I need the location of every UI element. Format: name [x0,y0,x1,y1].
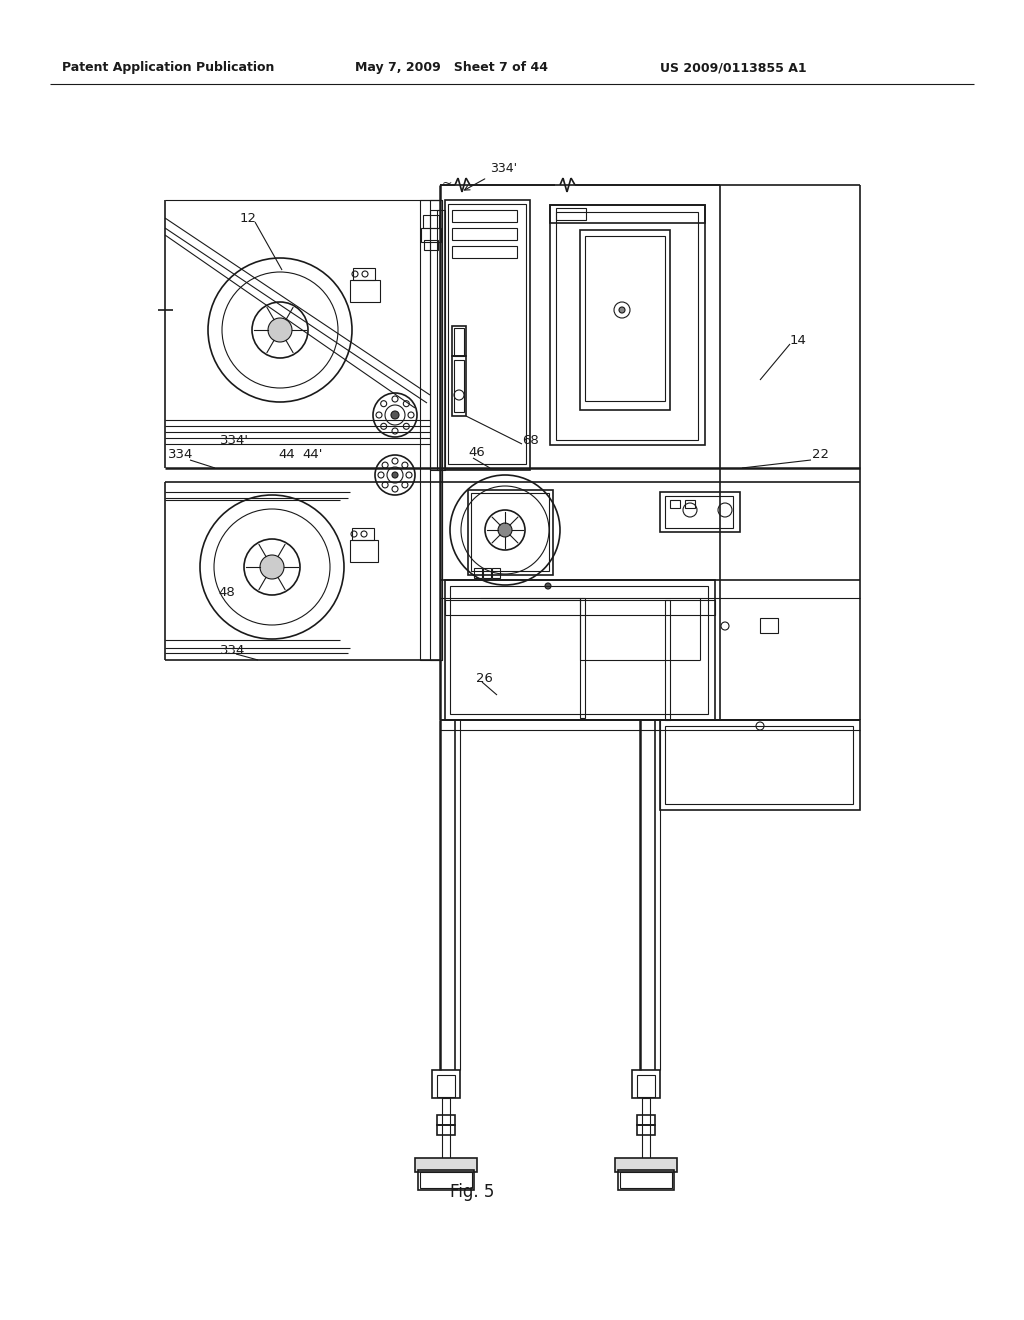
Bar [449,205,526,465]
Bar [437,1115,455,1125]
Bar [580,230,670,411]
Bar [452,210,517,222]
Bar [452,356,466,416]
Text: 44: 44 [278,447,295,461]
Bar [350,540,378,562]
Circle shape [260,554,284,579]
Text: 334': 334' [220,433,249,446]
Bar [618,1170,674,1191]
Bar [585,236,665,401]
Bar [424,240,438,249]
Bar [492,568,500,578]
Text: 26: 26 [476,672,493,685]
Bar [632,1071,660,1098]
Bar [454,360,464,412]
Bar [642,1098,650,1160]
Text: Patent Application Publication: Patent Application Publication [62,62,274,74]
Bar [437,1074,455,1097]
Bar [430,201,442,660]
Bar [665,726,853,804]
Text: 68: 68 [522,433,539,446]
Text: 22: 22 [812,449,829,462]
Circle shape [392,473,398,478]
Text: 14: 14 [790,334,807,346]
Bar [670,500,680,508]
Text: 48: 48 [218,586,234,598]
Text: ~: ~ [442,177,453,190]
Bar [445,579,715,719]
Bar [550,205,705,223]
Bar [452,326,466,356]
Text: 46: 46 [468,446,484,458]
Bar [452,228,517,240]
Bar [442,1098,450,1160]
Bar [550,205,705,445]
Bar [350,280,380,302]
Bar [437,1125,455,1135]
Bar [637,1074,655,1097]
Bar [423,215,439,228]
Bar [430,210,440,470]
Text: 334: 334 [220,644,246,656]
Bar [580,598,585,718]
Circle shape [268,318,292,342]
Bar [637,1125,655,1135]
Circle shape [618,308,625,313]
Bar [415,1158,477,1172]
Text: 44': 44' [302,447,323,461]
Bar [445,601,715,615]
Bar [418,1170,474,1191]
Bar [421,228,441,242]
Bar [760,618,778,634]
Bar [471,492,549,572]
Bar [556,209,586,220]
Bar [665,601,670,719]
Bar [353,268,375,280]
Bar [665,496,733,528]
Bar [468,490,553,576]
Bar [437,210,445,470]
Bar [420,1172,472,1188]
Bar [452,246,517,257]
Bar [420,201,442,660]
Bar [474,568,482,578]
Bar [615,1158,677,1172]
Text: 334': 334' [465,162,517,190]
Bar [432,1071,460,1098]
Bar [556,213,698,440]
Bar [445,201,530,470]
Bar [660,719,860,810]
Bar [620,1172,672,1188]
Text: US 2009/0113855 A1: US 2009/0113855 A1 [660,62,807,74]
Text: Fig. 5: Fig. 5 [450,1183,495,1201]
Bar [450,586,708,714]
Bar [352,528,374,540]
Text: 12: 12 [240,211,257,224]
Circle shape [498,523,512,537]
Bar [660,492,740,532]
Text: 334: 334 [168,449,194,462]
Bar [685,500,695,508]
Text: May 7, 2009   Sheet 7 of 44: May 7, 2009 Sheet 7 of 44 [355,62,548,74]
Bar [637,1115,655,1125]
Circle shape [391,411,399,418]
Bar [483,568,490,578]
Circle shape [545,583,551,589]
Bar [454,327,464,356]
